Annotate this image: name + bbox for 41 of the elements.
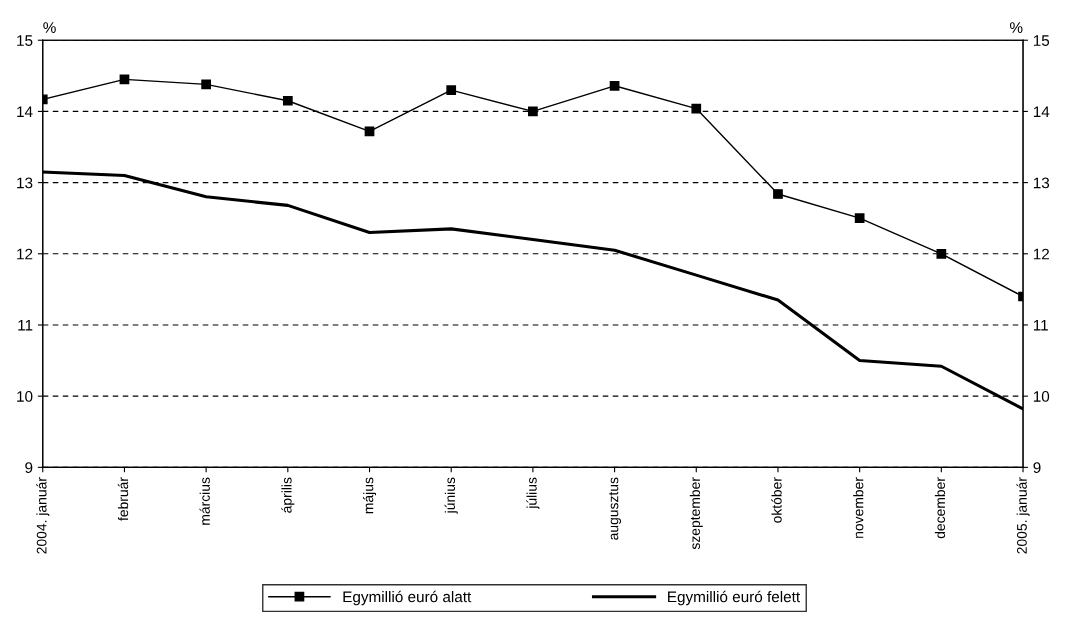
x-tick-label: 2004. január: [36, 477, 50, 554]
y-tick-label: 15: [17, 35, 33, 46]
point: [282, 95, 293, 106]
y2-tick-label: 9: [1033, 462, 1041, 474]
y-tick-label: 12: [17, 248, 33, 260]
point: [854, 213, 865, 224]
y2-tick-label: 13: [1033, 177, 1050, 189]
x-tick-label: június: [444, 477, 458, 514]
x-tick-label: április: [281, 477, 295, 513]
legend-label: Egymillió euró felett: [668, 590, 801, 606]
y2-tick-label: 12: [1033, 248, 1049, 260]
y2-tick-label: 10: [1033, 391, 1050, 402]
x-tick-label: május: [362, 477, 377, 514]
point: [364, 126, 375, 137]
x-tick-label: február: [117, 477, 129, 521]
y-tick-label: 11: [18, 320, 33, 331]
point: [201, 79, 212, 90]
y-tick-label: 13: [17, 177, 33, 189]
point: [446, 85, 457, 95]
x-tick-label: augusztus: [609, 477, 622, 540]
y-axis-title: %: [43, 22, 56, 33]
x-tick-label: október: [771, 477, 782, 523]
x-tick-label: 2005. január: [1016, 477, 1030, 554]
y2-axis-title: %: [1009, 22, 1023, 33]
y-tick-label: 14: [17, 106, 33, 117]
x-tick-label: március: [199, 477, 210, 525]
x-tick-label: december: [934, 477, 946, 539]
x-tick-label: július: [526, 477, 540, 510]
y-tick-label: 10: [17, 391, 33, 402]
point: [609, 80, 620, 91]
y-tick-label: 9: [25, 462, 33, 474]
y2-tick-label: 15: [1033, 35, 1050, 46]
point: [773, 189, 783, 199]
legend-label: Egymillió euró alatt: [343, 590, 472, 606]
point: [528, 106, 538, 117]
y2-tick-label: 14: [1033, 106, 1050, 117]
x-tick-label: szeptember: [689, 477, 703, 550]
point: [691, 103, 702, 114]
x-tick-label: november: [853, 477, 864, 538]
point: [936, 248, 947, 259]
y2-tick-label: 11: [1033, 320, 1048, 331]
